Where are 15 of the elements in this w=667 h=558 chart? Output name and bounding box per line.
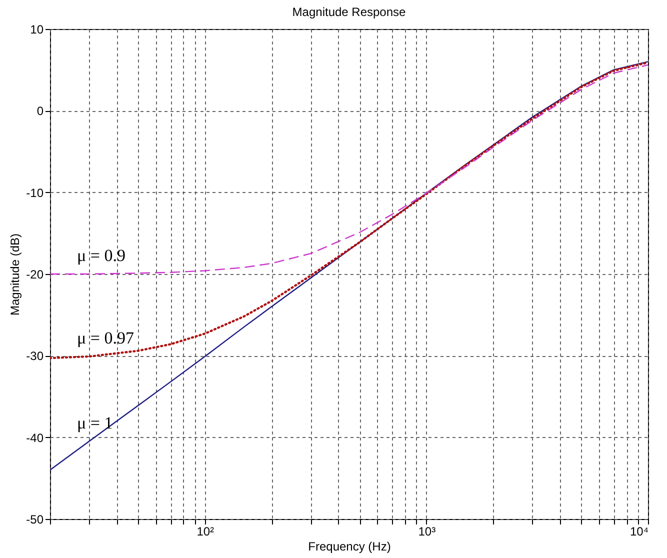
x-tick-label: 10³ xyxy=(418,524,436,538)
chart-title: Magnitude Response xyxy=(292,5,406,19)
y-axis-title: Magnitude (dB) xyxy=(8,233,22,316)
series-label: μ = 0.9 xyxy=(77,246,126,265)
y-tick-label: -40 xyxy=(26,430,44,445)
x-tick-label: 10² xyxy=(196,524,214,538)
y-tick-label: -10 xyxy=(26,186,44,200)
x-axis-title: Frequency (Hz) xyxy=(308,540,391,554)
y-tick-label: -30 xyxy=(26,349,44,364)
x-tick-label: 10⁴ xyxy=(630,524,648,538)
series-label: μ = 0.97 xyxy=(77,328,134,348)
y-tick-label: 10 xyxy=(30,22,44,36)
y-tick-label: -50 xyxy=(26,512,44,526)
y-tick-label: -20 xyxy=(26,268,44,282)
y-tick-label: 0 xyxy=(36,104,44,118)
